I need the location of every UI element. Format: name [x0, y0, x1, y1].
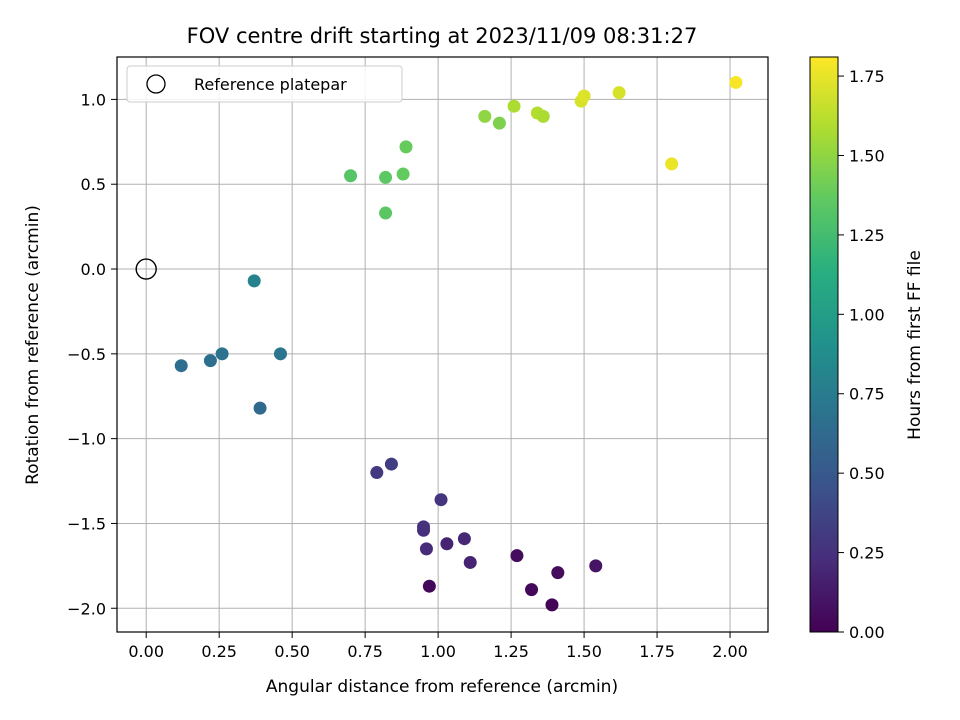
colorbar-tick-label: 0.50 [849, 464, 885, 483]
x-tick-label: 1.00 [420, 642, 456, 661]
y-tick-label: 1.0 [81, 90, 106, 109]
data-point [379, 206, 393, 220]
x-tick-label: 1.25 [493, 642, 529, 661]
legend-marker-icon [146, 74, 166, 94]
y-tick-label: 0.0 [81, 260, 106, 279]
data-point [536, 109, 550, 123]
x-tick-label: 2.00 [712, 642, 748, 661]
y-tick-label: −0.5 [67, 345, 106, 364]
colorbar-tick-label: 1.50 [849, 146, 885, 165]
chart-title: FOV centre drift starting at 2023/11/09 … [187, 24, 698, 48]
colorbar-tick-label: 1.75 [849, 67, 885, 86]
colorbar-tick-label: 0.75 [849, 385, 885, 404]
x-tick-label: 0.50 [274, 642, 310, 661]
data-point [396, 167, 410, 181]
y-tick-label: 0.5 [81, 175, 106, 194]
y-axis-label: Rotation from reference (arcmin) [23, 205, 43, 485]
data-point [577, 89, 591, 103]
data-point [434, 493, 448, 507]
data-point [384, 457, 398, 471]
data-point [665, 157, 679, 171]
data-point [215, 347, 229, 361]
data-point [344, 169, 358, 183]
y-axis-ticks: −2.0 −1.5 −1.0 −0.5 0.0 0.5 1.0 [67, 90, 117, 618]
data-point [525, 583, 539, 597]
x-tick-label: 0.25 [201, 642, 237, 661]
data-point [419, 542, 433, 556]
reference-marker [135, 258, 157, 280]
x-axis-label: Angular distance from reference (arcmin) [266, 677, 618, 697]
data-point [612, 86, 626, 100]
data-point [422, 579, 436, 593]
data-point [203, 354, 217, 368]
data-point [729, 75, 743, 89]
colorbar-ticks: 0.00 0.25 0.50 0.75 1.00 1.25 1.50 1.75 [838, 67, 885, 642]
data-point [492, 116, 506, 130]
data-point [551, 566, 565, 580]
data-point [507, 99, 521, 113]
data-point [370, 466, 384, 480]
data-point [545, 598, 559, 612]
colorbar-tick-label: 1.00 [849, 305, 885, 324]
y-tick-label: −2.0 [67, 599, 106, 618]
x-tick-label: 1.75 [639, 642, 675, 661]
y-tick-label: −1.5 [67, 514, 106, 533]
data-point [589, 559, 603, 573]
data-point [174, 359, 188, 373]
x-tick-label: 0.00 [128, 642, 164, 661]
plot-frame [116, 56, 769, 633]
colorbar-tick-label: 0.25 [849, 544, 885, 563]
data-point [253, 401, 267, 415]
data-point [417, 520, 431, 534]
data-point [379, 170, 393, 184]
x-axis-ticks: 0.00 0.25 0.50 0.75 1.00 1.25 1.50 1.75 2.00 [128, 632, 748, 661]
data-point [457, 532, 471, 546]
colorbar-gradient [809, 56, 839, 633]
data-points [174, 75, 743, 612]
x-tick-label: 0.75 [347, 642, 383, 661]
data-point [273, 347, 287, 361]
grid-lines [117, 57, 768, 632]
data-point [247, 274, 261, 288]
x-tick-label: 1.50 [566, 642, 602, 661]
colorbar-label: Hours from first FF file [905, 250, 925, 440]
y-tick-label: −1.0 [67, 430, 106, 449]
reference-point [135, 258, 157, 280]
colorbar: 0.00 0.25 0.50 0.75 1.00 1.25 1.50 1.75 Hours f… [809, 56, 925, 642]
data-point [440, 537, 454, 551]
data-point [510, 549, 524, 563]
legend-entry-reference: Reference platepar [194, 75, 347, 94]
legend: Reference platepar [126, 65, 403, 103]
data-point [463, 555, 477, 569]
colorbar-tick-label: 1.25 [849, 226, 885, 245]
colorbar-tick-label: 0.00 [849, 623, 885, 642]
data-point [399, 140, 413, 154]
legend-box [126, 65, 403, 103]
data-point [478, 109, 492, 123]
